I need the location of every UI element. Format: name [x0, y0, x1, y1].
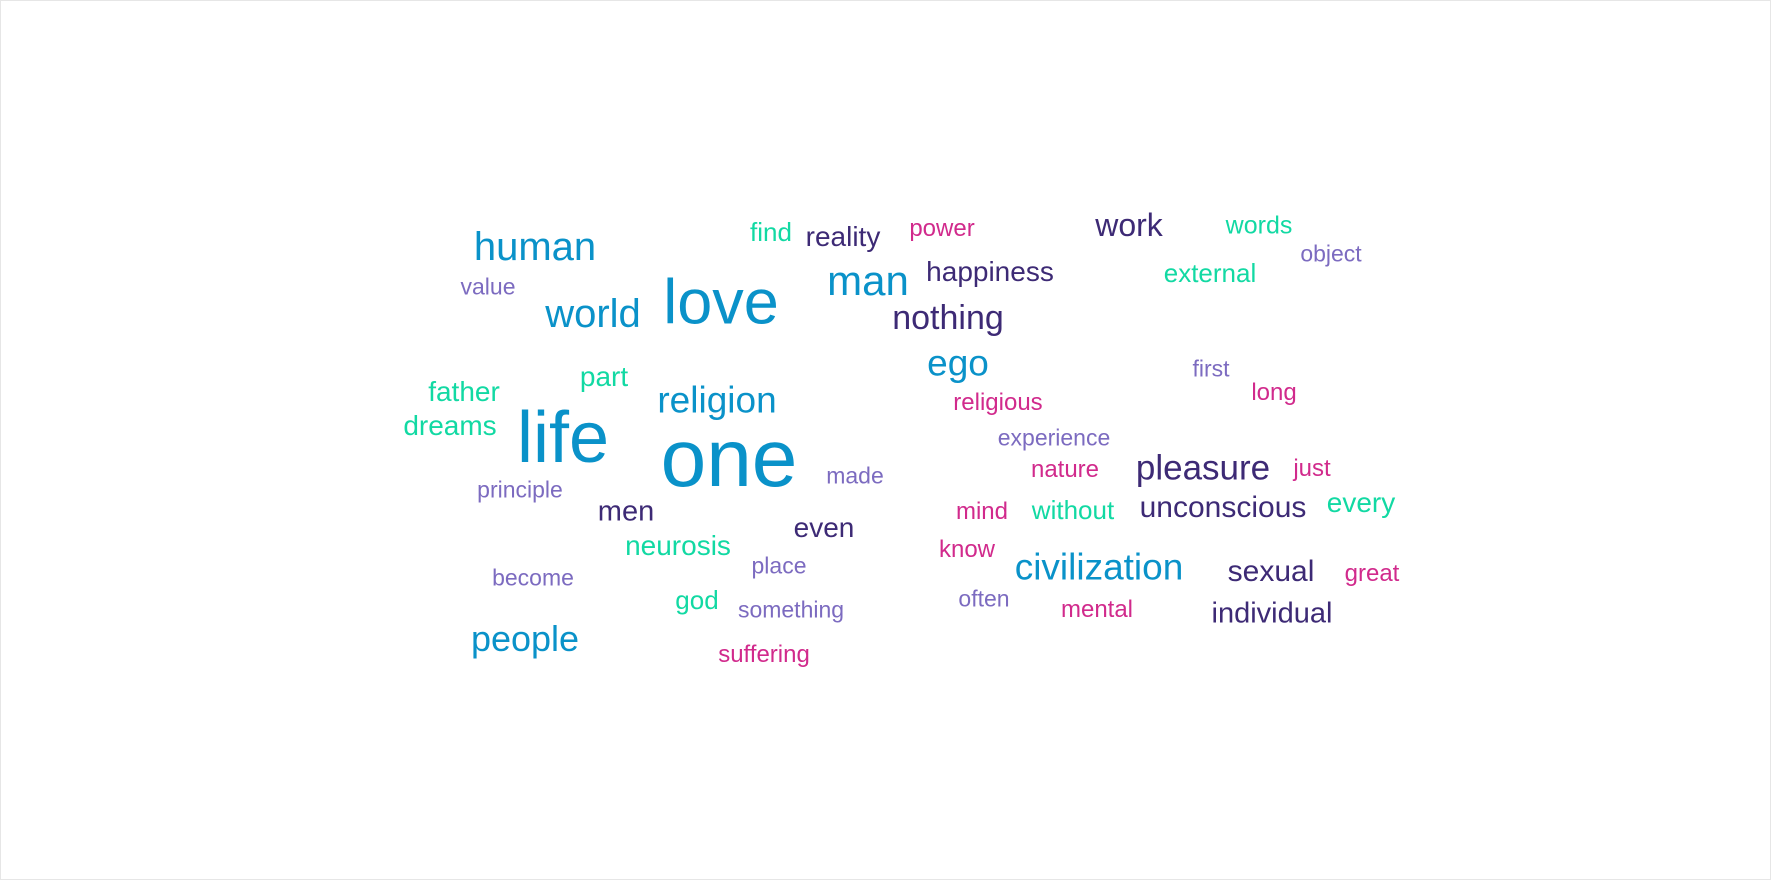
- word-mind: mind: [955, 498, 1009, 525]
- word-experience: experience: [997, 424, 1111, 451]
- word-god: god: [675, 585, 719, 615]
- word-individual: individual: [1211, 597, 1333, 630]
- word-object: object: [1300, 240, 1362, 267]
- word-neurosis: neurosis: [625, 530, 731, 561]
- word-long: long: [1251, 379, 1297, 406]
- word-father: father: [428, 376, 500, 407]
- word-just: just: [1293, 455, 1331, 482]
- word-sexual: sexual: [1227, 555, 1315, 588]
- word-become: become: [492, 564, 574, 591]
- word-happiness: happiness: [926, 256, 1054, 287]
- word-every: every: [1326, 487, 1396, 518]
- word-world: world: [545, 292, 641, 336]
- word-ego: ego: [927, 342, 989, 384]
- word-external: external: [1163, 258, 1257, 288]
- word-know: know: [938, 536, 996, 563]
- word-love: love: [663, 267, 779, 338]
- word-even: even: [793, 512, 855, 543]
- word-religion: religion: [657, 379, 777, 421]
- word-something: something: [737, 596, 845, 623]
- word-find: find: [750, 217, 792, 247]
- word-life: life: [516, 398, 610, 478]
- word-reality: reality: [805, 221, 881, 252]
- word-often: often: [958, 585, 1010, 612]
- word-nature: nature: [1030, 456, 1100, 483]
- word-people: people: [470, 618, 580, 659]
- word-part: part: [579, 361, 629, 392]
- word-human: human: [473, 225, 597, 269]
- word-unconscious: unconscious: [1139, 491, 1307, 524]
- word-religious: religious: [953, 389, 1043, 416]
- word-men: men: [597, 495, 655, 528]
- word-man: man: [827, 257, 909, 304]
- word-great: great: [1344, 560, 1400, 587]
- word-one: one: [660, 413, 798, 504]
- word-pleasure: pleasure: [1135, 448, 1271, 488]
- word-nothing: nothing: [892, 299, 1004, 337]
- word-dreams: dreams: [403, 410, 497, 441]
- word-mental: mental: [1060, 596, 1134, 623]
- word-suffering: suffering: [718, 641, 810, 668]
- word-place: place: [751, 552, 807, 579]
- word-without: without: [1031, 495, 1115, 525]
- word-civilization: civilization: [1014, 546, 1184, 588]
- word-work: work: [1095, 207, 1163, 243]
- word-words: words: [1225, 211, 1293, 240]
- word-first: first: [1192, 355, 1230, 382]
- word-value: value: [460, 273, 516, 300]
- word-principle: principle: [477, 476, 563, 503]
- word-power: power: [909, 215, 975, 242]
- word-made: made: [826, 462, 884, 489]
